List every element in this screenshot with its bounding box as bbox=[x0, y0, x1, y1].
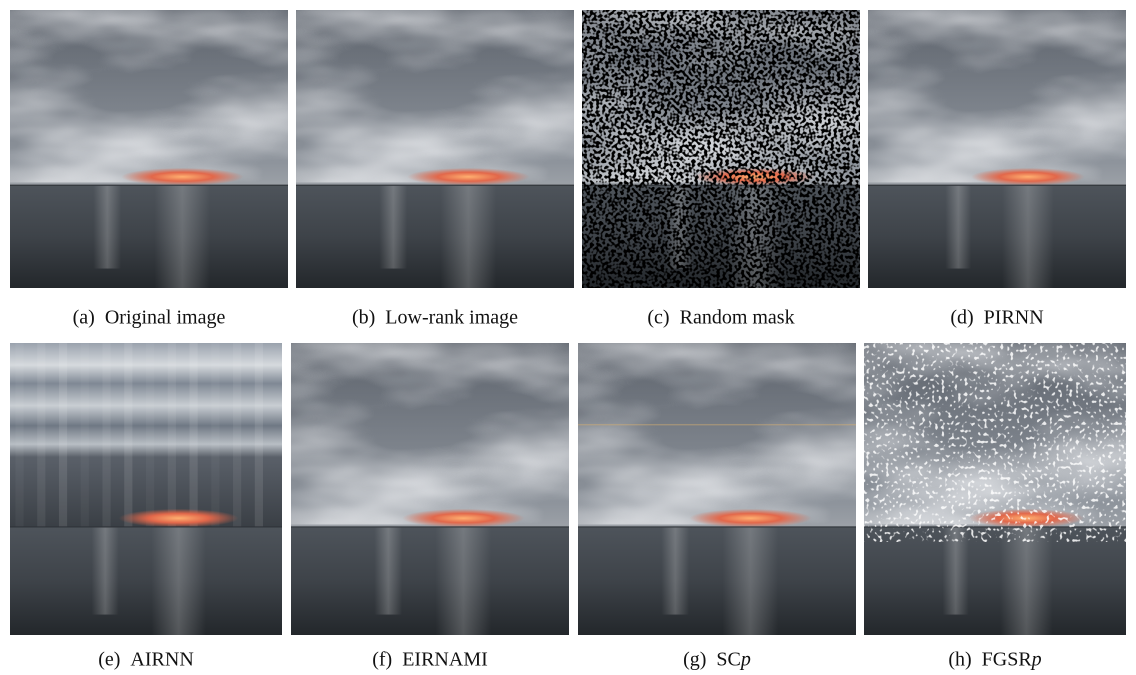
caption-label: (d) bbox=[950, 307, 973, 329]
caption: (e) AIRNN bbox=[98, 649, 194, 672]
page: {"panels": [ {"label": "(a)", "caption":… bbox=[0, 0, 1136, 675]
caption: (f) EIRNAMI bbox=[372, 649, 488, 672]
panel-image bbox=[10, 343, 282, 635]
panel-image bbox=[296, 10, 574, 288]
panel-image bbox=[291, 343, 569, 635]
caption-math: p bbox=[1032, 649, 1042, 671]
caption-label: (a) bbox=[73, 307, 95, 329]
caption: (h) FGSRp bbox=[948, 649, 1041, 672]
caption: (d) PIRNN bbox=[950, 307, 1043, 330]
panel-image bbox=[864, 343, 1126, 635]
panel-image bbox=[578, 343, 856, 635]
caption-text: Low-rank image bbox=[385, 307, 518, 329]
caption-label: (f) bbox=[372, 649, 392, 671]
caption-text: PIRNN bbox=[984, 307, 1044, 329]
caption: (a) Original image bbox=[73, 307, 226, 330]
caption: (b) Low-rank image bbox=[352, 307, 518, 330]
caption-label: (c) bbox=[647, 307, 669, 329]
caption-text: SC bbox=[716, 649, 740, 671]
caption-text: FGSR bbox=[982, 649, 1032, 671]
caption-label: (e) bbox=[98, 649, 120, 671]
caption-label: (g) bbox=[683, 649, 706, 671]
caption-text: AIRNN bbox=[130, 649, 193, 671]
caption: (g) SCp bbox=[683, 649, 751, 672]
panel-image bbox=[868, 10, 1126, 288]
caption: (c) Random mask bbox=[647, 307, 794, 330]
caption-label: (b) bbox=[352, 307, 375, 329]
caption-text: EIRNAMI bbox=[402, 649, 488, 671]
caption-text: Original image bbox=[105, 307, 226, 329]
caption-label: (h) bbox=[948, 649, 971, 671]
caption-math: p bbox=[741, 649, 751, 671]
caption-text: Random mask bbox=[680, 307, 795, 329]
panel-image bbox=[10, 10, 288, 288]
panel-image bbox=[582, 10, 860, 288]
figure: (() => { const data = JSON.parse(documen… bbox=[0, 0, 1136, 675]
